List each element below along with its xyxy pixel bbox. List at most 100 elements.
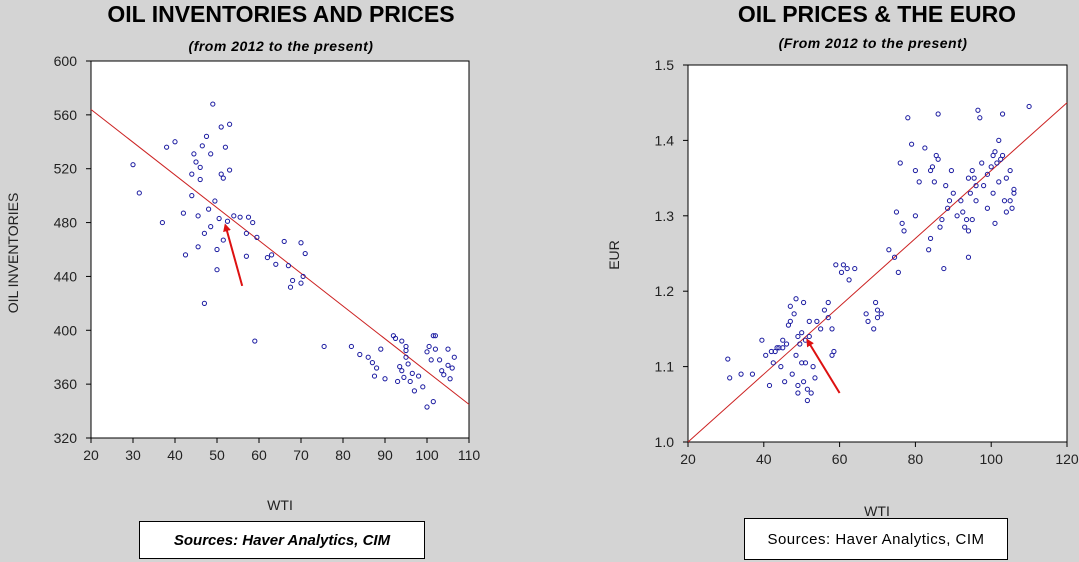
scatter-point — [994, 160, 1000, 166]
scatter-point — [250, 219, 256, 226]
scatter-point — [948, 167, 955, 174]
scatter-point — [285, 263, 291, 269]
scatter-point — [975, 107, 981, 113]
scatter-point — [254, 234, 260, 240]
chart2-plot-area — [687, 64, 1068, 443]
scatter-point — [407, 378, 413, 385]
scatter-point — [300, 273, 306, 280]
chart1-title: OIL INVENTORIES AND PRICES — [107, 1, 454, 27]
chart1-subtitle: (from 2012 to the present) — [189, 38, 374, 54]
scatter-point — [789, 371, 795, 377]
scatter-point — [273, 261, 279, 267]
scatter-point — [290, 277, 296, 284]
scatter-point — [197, 176, 203, 183]
scatter-point — [852, 265, 858, 272]
scatter-point — [130, 162, 136, 168]
scatter-point — [891, 254, 898, 260]
scatter-point — [216, 215, 222, 222]
scatter-point — [264, 254, 270, 261]
scatter-point — [865, 318, 871, 324]
scatter-point — [977, 115, 983, 121]
scatter-point — [810, 364, 816, 370]
y-tick-label: 480 — [54, 215, 78, 231]
scatter-point — [901, 228, 907, 234]
scatter-point — [831, 348, 837, 355]
scatter-point — [973, 183, 979, 189]
scatter-point — [218, 171, 224, 177]
scatter-point — [199, 143, 205, 149]
scatter-point — [818, 326, 824, 332]
x-tick-label: 40 — [167, 447, 183, 463]
y-tick-label: 560 — [54, 107, 78, 123]
scatter-point — [432, 346, 438, 352]
y-tick-label: 1.2 — [655, 283, 675, 299]
scatter-point — [298, 240, 304, 246]
scatter-point — [780, 345, 786, 351]
scatter-point — [814, 318, 820, 324]
scatter-point — [969, 167, 975, 174]
scatter-point — [428, 357, 434, 363]
scatter-point — [965, 175, 972, 181]
scatter-point — [245, 214, 252, 220]
x-tick-label: 20 — [83, 447, 99, 463]
scatter-point — [846, 277, 852, 283]
scatter-point — [943, 183, 949, 189]
scatter-point — [945, 205, 951, 211]
x-tick-label: 20 — [680, 451, 696, 467]
scatter-point — [243, 230, 249, 236]
scatter-point — [939, 216, 945, 223]
scatter-point — [795, 333, 801, 340]
scatter-point — [727, 375, 733, 381]
scatter-point — [965, 254, 972, 260]
scatter-point — [451, 354, 457, 360]
scatter-point — [812, 375, 818, 381]
y-tick-label: 320 — [54, 430, 78, 446]
y-tick-label: 360 — [54, 376, 78, 392]
scatter-point — [825, 299, 831, 306]
scatter-point — [878, 311, 884, 317]
scatter-point — [937, 224, 943, 230]
scatter-point — [969, 216, 975, 223]
scatter-point — [424, 349, 430, 355]
scatter-point — [214, 246, 220, 253]
x-tick-label: 50 — [209, 447, 225, 463]
scatter-point — [992, 220, 998, 226]
scatter-point — [172, 139, 178, 145]
scatter-point — [895, 269, 901, 275]
scatter-point — [979, 160, 985, 166]
scatter-point — [929, 164, 936, 170]
scatter-point — [912, 167, 919, 174]
scatter-point — [220, 237, 226, 243]
scatter-point — [182, 252, 189, 258]
chart2-title: OIL PRICES & THE EURO — [738, 1, 1016, 27]
scatter-point — [984, 205, 991, 211]
scatter-point — [962, 224, 968, 230]
scatter-point — [793, 296, 799, 302]
scatter-point — [371, 373, 378, 379]
scatter-point — [965, 228, 972, 234]
scatter-point — [203, 133, 210, 139]
x-tick-label: 80 — [335, 447, 351, 463]
scatter-point — [227, 167, 233, 173]
scatter-point — [800, 299, 807, 306]
scatter-point — [783, 341, 790, 347]
scatter-point — [382, 376, 388, 382]
scatter-point — [420, 384, 426, 390]
scatter-point — [797, 341, 803, 347]
scatter-point — [793, 352, 799, 358]
scatter-point — [191, 151, 197, 157]
scatter-point — [963, 216, 970, 223]
scatter-point — [409, 370, 415, 376]
scatter-point — [432, 333, 438, 339]
scatter-point — [357, 351, 363, 358]
scatter-point — [189, 193, 195, 199]
scatter-point — [1001, 198, 1008, 204]
scatter-point — [886, 247, 892, 253]
scatter-point — [445, 346, 451, 352]
scatter-point — [189, 171, 195, 177]
chart1-plot-area — [90, 60, 470, 439]
scatter-point — [430, 333, 436, 339]
scatter-point — [996, 137, 1002, 143]
scatter-point — [935, 111, 941, 117]
scatter-point — [227, 121, 233, 127]
